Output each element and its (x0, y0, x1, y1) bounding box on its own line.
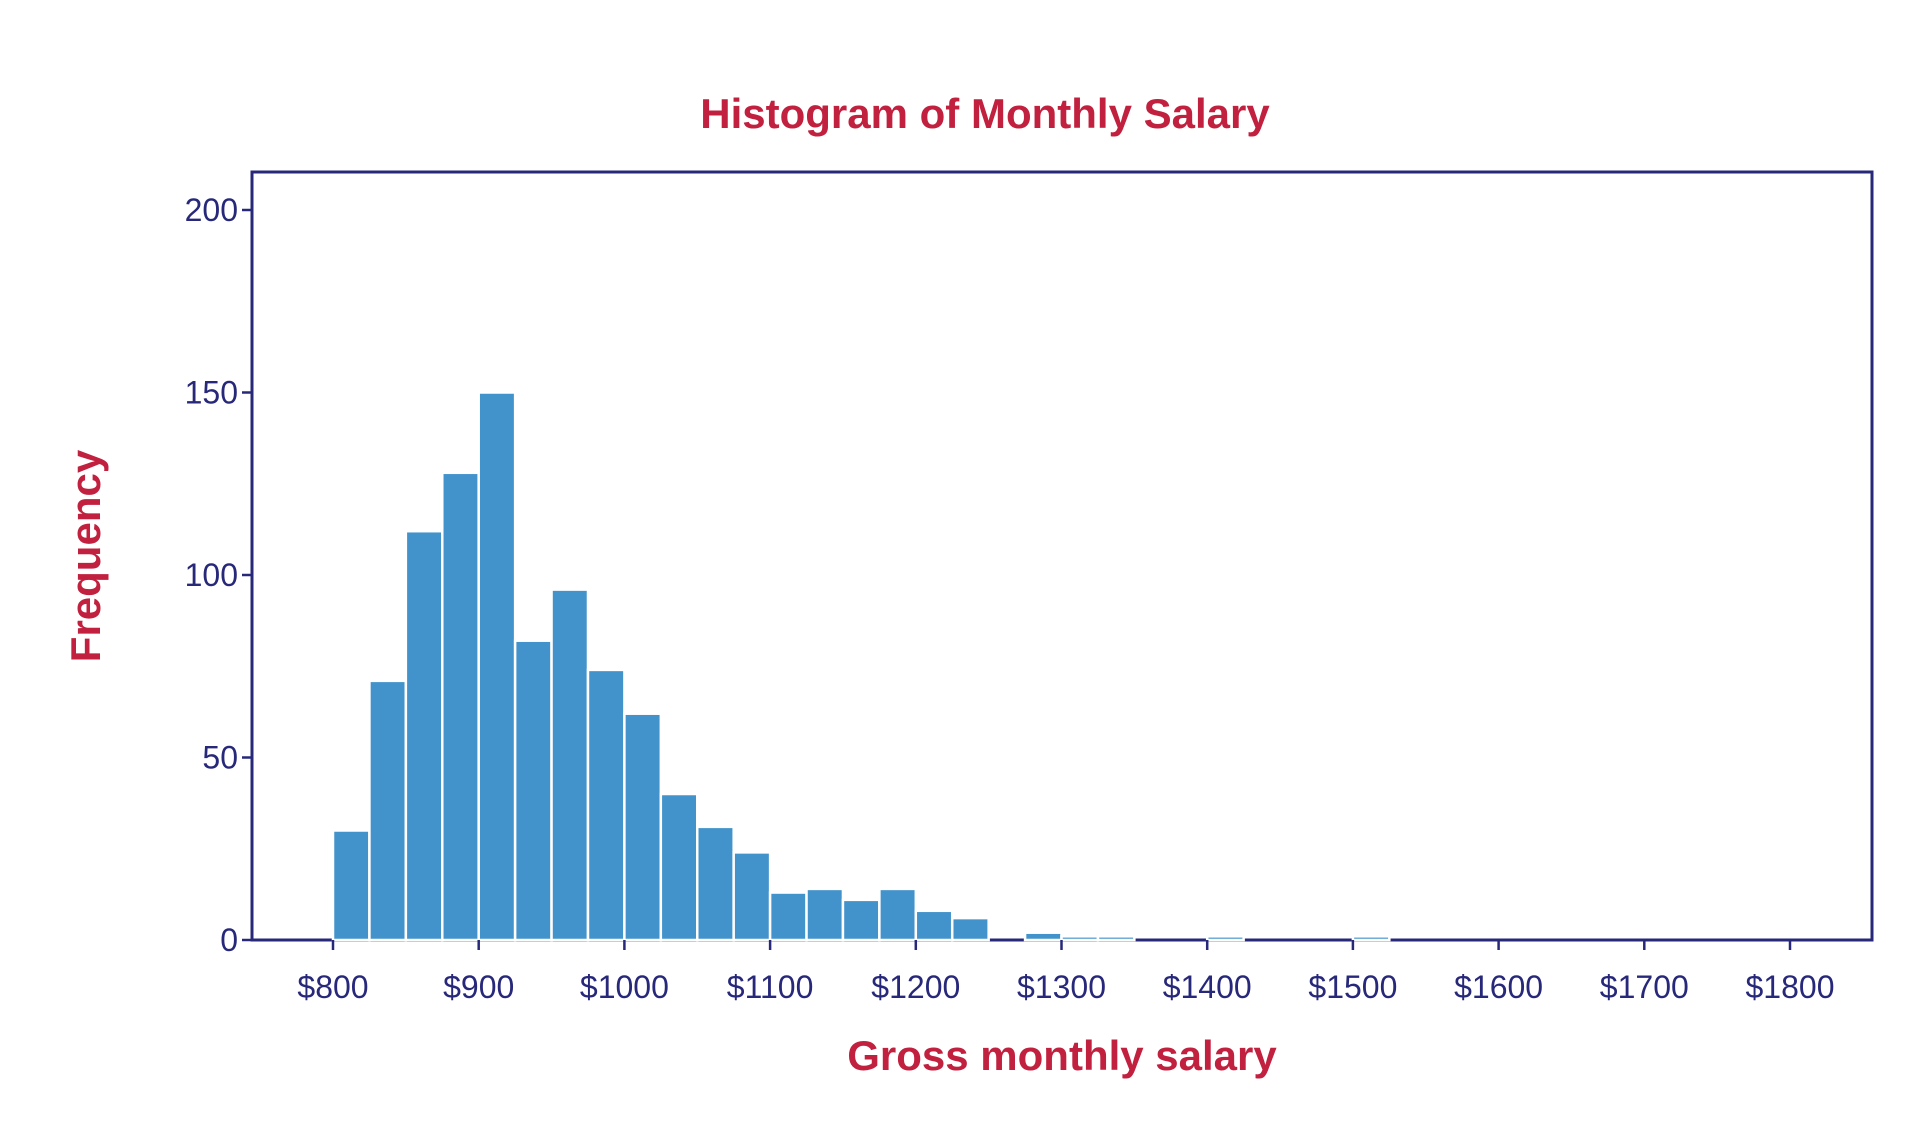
histogram-bar (441, 471, 480, 942)
histogram-bar (1205, 935, 1245, 942)
histogram-bar (732, 851, 772, 942)
histogram-bar (1023, 931, 1063, 942)
histogram-bar (550, 588, 590, 942)
histogram-bar (1351, 935, 1391, 942)
y-axis: 0 50 100 150 200 (185, 192, 252, 958)
histogram-bar (623, 712, 663, 942)
x-tick-label: $1400 (1163, 969, 1252, 1005)
histogram-bar (914, 909, 954, 942)
x-tick-label: $900 (443, 969, 514, 1005)
y-tick-label: 200 (185, 192, 238, 228)
x-tick-label: $1700 (1600, 969, 1689, 1005)
histogram-bar (368, 679, 408, 942)
histogram-bar (696, 825, 735, 942)
y-tick-label: 100 (185, 557, 238, 593)
x-tick-label: $1800 (1746, 969, 1835, 1005)
x-axis: $800 $900 $1000 $1100 $1200 $1300 $1400 $1500 $1… (297, 940, 1834, 1005)
histogram-bar (950, 916, 990, 942)
histogram-bar (878, 887, 918, 942)
x-tick-label: $1600 (1454, 969, 1543, 1005)
histogram-bar (1060, 935, 1100, 942)
x-tick-label: $1500 (1308, 969, 1397, 1005)
histogram-bar (586, 668, 626, 942)
histogram-bar (331, 829, 371, 942)
x-tick-label: $800 (297, 969, 368, 1005)
x-tick-label: $1200 (871, 969, 960, 1005)
histogram-bar (513, 639, 553, 942)
y-axis-title: Frequency (62, 449, 109, 662)
bars-group (331, 391, 1391, 942)
x-tick-label: $1300 (1017, 969, 1106, 1005)
y-tick-label: 50 (202, 740, 238, 776)
histogram-bar (841, 898, 881, 942)
histogram-bar (477, 391, 517, 942)
histogram-bar (1096, 935, 1136, 942)
x-tick-label: $1000 (580, 969, 669, 1005)
histogram-bar (404, 529, 444, 942)
x-axis-title: Gross monthly salary (847, 1032, 1277, 1079)
chart-title: Histogram of Monthly Salary (700, 90, 1270, 137)
histogram-bar (659, 792, 699, 942)
y-tick-label: 150 (185, 375, 238, 411)
histogram-bar (805, 887, 845, 942)
histogram-bar (768, 891, 808, 942)
y-tick-label: 0 (220, 922, 238, 958)
x-tick-label: $1100 (727, 969, 814, 1005)
